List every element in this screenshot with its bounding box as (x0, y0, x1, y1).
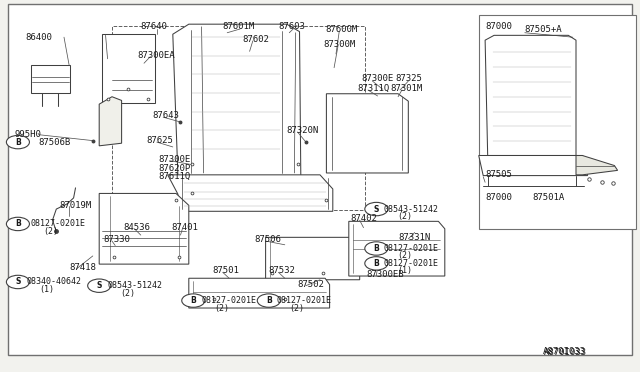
Text: (2): (2) (397, 251, 412, 260)
Text: 08340-40642: 08340-40642 (27, 278, 82, 286)
Text: 87600M: 87600M (325, 25, 357, 34)
Text: S: S (15, 278, 20, 286)
Polygon shape (326, 94, 408, 173)
Text: B: B (374, 259, 379, 268)
Text: (2): (2) (120, 289, 135, 298)
Polygon shape (349, 221, 445, 276)
Text: B: B (374, 244, 379, 253)
Text: 87502: 87502 (298, 280, 324, 289)
Text: 87330: 87330 (104, 235, 131, 244)
Text: (1): (1) (40, 285, 54, 294)
Circle shape (182, 294, 205, 307)
Text: B: B (15, 138, 20, 147)
Text: 87300M: 87300M (323, 40, 355, 49)
Text: 08543-51242: 08543-51242 (384, 205, 439, 214)
Text: A870I033: A870I033 (543, 347, 586, 356)
Text: 87603: 87603 (278, 22, 305, 31)
Text: 87532: 87532 (269, 266, 296, 275)
Text: 87300EB: 87300EB (366, 270, 404, 279)
Text: 87325: 87325 (396, 74, 422, 83)
Text: 87501: 87501 (212, 266, 239, 275)
Circle shape (88, 279, 111, 292)
Polygon shape (485, 35, 576, 155)
Text: 87602: 87602 (242, 35, 269, 44)
Text: 87643: 87643 (152, 111, 179, 120)
Text: 87505+A: 87505+A (525, 25, 563, 34)
Text: 87611Q: 87611Q (159, 172, 191, 181)
Text: 995H0: 995H0 (14, 130, 41, 139)
Text: 87300E: 87300E (159, 155, 191, 164)
Text: 87301M: 87301M (390, 84, 422, 93)
Text: 87506B: 87506B (38, 138, 70, 147)
Polygon shape (168, 175, 333, 211)
Circle shape (6, 135, 29, 149)
Text: 87320N: 87320N (287, 126, 319, 135)
Circle shape (257, 294, 280, 307)
Circle shape (6, 275, 29, 289)
Text: 87331N: 87331N (398, 233, 430, 242)
Text: 87505: 87505 (485, 170, 512, 179)
Bar (112, 26, 365, 210)
Text: 08127-0201E: 08127-0201E (276, 296, 332, 305)
Text: B: B (191, 296, 196, 305)
Text: (2): (2) (397, 212, 412, 221)
Circle shape (365, 257, 388, 270)
Polygon shape (99, 193, 189, 264)
Text: 08127-0201E: 08127-0201E (384, 259, 439, 268)
Text: 87401: 87401 (172, 223, 198, 232)
Circle shape (365, 202, 388, 216)
Text: (2): (2) (289, 304, 304, 312)
Text: S: S (97, 281, 102, 290)
Circle shape (6, 217, 29, 231)
Text: 86400: 86400 (26, 33, 52, 42)
Polygon shape (479, 155, 588, 176)
Text: 08127-0201E: 08127-0201E (31, 219, 86, 228)
Text: 87019M: 87019M (59, 201, 91, 210)
Polygon shape (102, 34, 155, 103)
Text: 87640: 87640 (141, 22, 168, 31)
Text: B: B (266, 296, 271, 305)
Polygon shape (189, 278, 330, 308)
Text: 87418: 87418 (69, 263, 96, 272)
Text: 87300EA: 87300EA (138, 51, 175, 60)
Text: (1): (1) (397, 266, 412, 275)
Text: 87620P: 87620P (159, 164, 191, 173)
Text: B: B (15, 219, 20, 228)
Circle shape (365, 242, 388, 255)
Polygon shape (99, 97, 122, 146)
Text: 87000: 87000 (485, 22, 512, 31)
Text: 84536: 84536 (123, 223, 150, 232)
Text: 87625: 87625 (146, 136, 173, 145)
Polygon shape (173, 24, 301, 176)
Text: 08127-0201E: 08127-0201E (202, 296, 257, 305)
Text: 87000: 87000 (485, 193, 512, 202)
Text: 87601M: 87601M (223, 22, 255, 31)
Bar (479, 15, 636, 229)
Text: S: S (374, 205, 379, 214)
Text: 08127-0201E: 08127-0201E (384, 244, 439, 253)
Text: (2): (2) (44, 227, 58, 236)
Polygon shape (576, 155, 618, 175)
Text: 87402: 87402 (351, 214, 378, 223)
Text: 87300E: 87300E (362, 74, 394, 83)
Text: 87506: 87506 (255, 235, 282, 244)
Text: 87311Q: 87311Q (357, 84, 389, 93)
Bar (31, 65, 70, 93)
Text: (2): (2) (214, 304, 229, 312)
Text: 87501A: 87501A (532, 193, 564, 202)
Polygon shape (266, 237, 360, 280)
Text: 08543-51242: 08543-51242 (108, 281, 163, 290)
Text: A870I033: A870I033 (544, 348, 587, 357)
